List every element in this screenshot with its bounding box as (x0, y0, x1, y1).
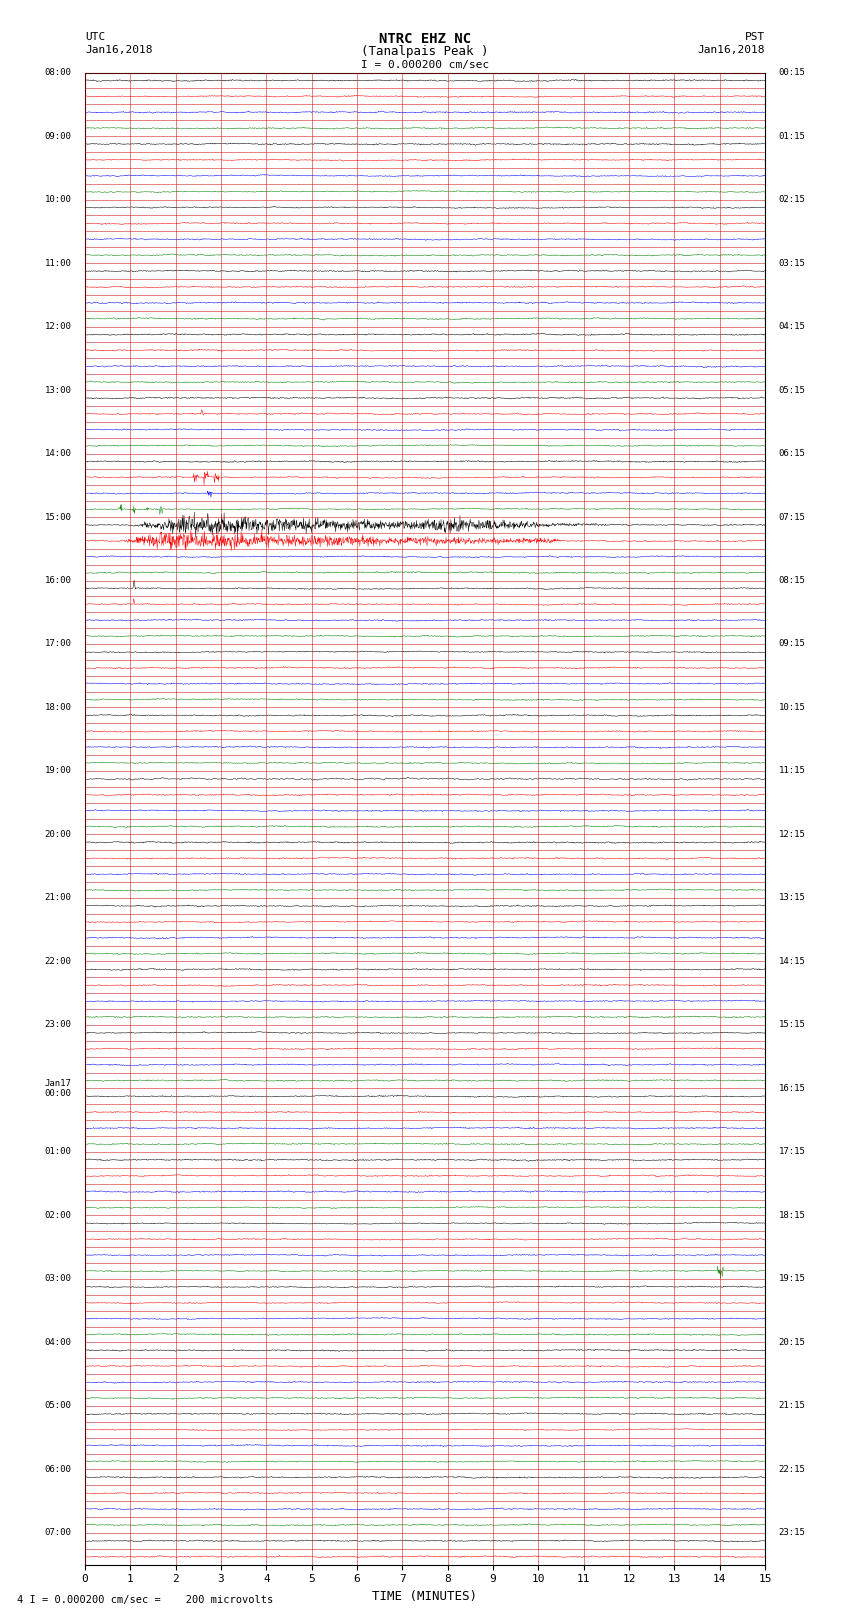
Text: 12:00: 12:00 (44, 323, 71, 331)
Text: 22:15: 22:15 (779, 1465, 806, 1474)
Text: 23:15: 23:15 (779, 1529, 806, 1537)
Text: 00:15: 00:15 (779, 68, 806, 77)
Text: 02:00: 02:00 (44, 1211, 71, 1219)
Text: 19:15: 19:15 (779, 1274, 806, 1284)
Text: 10:15: 10:15 (779, 703, 806, 711)
Text: 01:15: 01:15 (779, 132, 806, 140)
Text: Jan17
00:00: Jan17 00:00 (44, 1079, 71, 1098)
Text: 11:15: 11:15 (779, 766, 806, 776)
Text: 20:00: 20:00 (44, 831, 71, 839)
Text: (Tanalpais Peak ): (Tanalpais Peak ) (361, 45, 489, 58)
Text: 06:15: 06:15 (779, 448, 806, 458)
Text: 19:00: 19:00 (44, 766, 71, 776)
Text: 08:15: 08:15 (779, 576, 806, 586)
Text: 14:00: 14:00 (44, 448, 71, 458)
Text: 17:00: 17:00 (44, 639, 71, 648)
Text: 22:00: 22:00 (44, 957, 71, 966)
Text: 04:00: 04:00 (44, 1337, 71, 1347)
Text: UTC: UTC (85, 32, 105, 42)
X-axis label: TIME (MINUTES): TIME (MINUTES) (372, 1590, 478, 1603)
Text: 18:00: 18:00 (44, 703, 71, 711)
Text: 15:00: 15:00 (44, 513, 71, 521)
Text: 20:15: 20:15 (779, 1337, 806, 1347)
Text: 01:00: 01:00 (44, 1147, 71, 1157)
Text: PST: PST (745, 32, 765, 42)
Text: 05:00: 05:00 (44, 1402, 71, 1410)
Text: 21:00: 21:00 (44, 894, 71, 902)
Text: 07:15: 07:15 (779, 513, 806, 521)
Text: 4 I = 0.000200 cm/sec =    200 microvolts: 4 I = 0.000200 cm/sec = 200 microvolts (17, 1595, 273, 1605)
Text: 09:15: 09:15 (779, 639, 806, 648)
Text: 12:15: 12:15 (779, 831, 806, 839)
Text: 13:15: 13:15 (779, 894, 806, 902)
Text: 13:00: 13:00 (44, 386, 71, 395)
Text: 08:00: 08:00 (44, 68, 71, 77)
Text: 03:00: 03:00 (44, 1274, 71, 1284)
Text: Jan16,2018: Jan16,2018 (698, 45, 765, 55)
Text: 18:15: 18:15 (779, 1211, 806, 1219)
Text: 09:00: 09:00 (44, 132, 71, 140)
Text: 02:15: 02:15 (779, 195, 806, 205)
Text: 10:00: 10:00 (44, 195, 71, 205)
Text: 16:00: 16:00 (44, 576, 71, 586)
Text: 04:15: 04:15 (779, 323, 806, 331)
Text: 16:15: 16:15 (779, 1084, 806, 1094)
Text: 14:15: 14:15 (779, 957, 806, 966)
Text: 15:15: 15:15 (779, 1021, 806, 1029)
Text: 21:15: 21:15 (779, 1402, 806, 1410)
Text: 03:15: 03:15 (779, 258, 806, 268)
Text: NTRC EHZ NC: NTRC EHZ NC (379, 32, 471, 47)
Text: 17:15: 17:15 (779, 1147, 806, 1157)
Text: 05:15: 05:15 (779, 386, 806, 395)
Text: 23:00: 23:00 (44, 1021, 71, 1029)
Text: Jan16,2018: Jan16,2018 (85, 45, 152, 55)
Text: 11:00: 11:00 (44, 258, 71, 268)
Text: 07:00: 07:00 (44, 1529, 71, 1537)
Text: 06:00: 06:00 (44, 1465, 71, 1474)
Text: I = 0.000200 cm/sec: I = 0.000200 cm/sec (361, 60, 489, 69)
